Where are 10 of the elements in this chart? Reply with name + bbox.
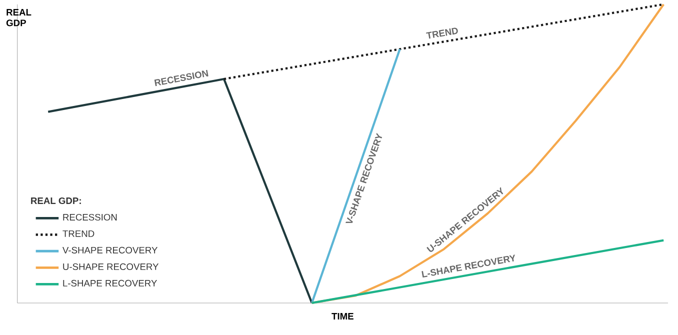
legend-label: RECESSION xyxy=(63,214,117,221)
legend-label: L-SHAPE RECOVERY xyxy=(63,280,157,287)
text: L-SHAPE RECOVERY xyxy=(422,254,515,278)
legend-label: TREND xyxy=(62,230,94,237)
y-axis-title: REAL GDP xyxy=(6,9,32,26)
x-axis-title: TIME xyxy=(332,313,354,320)
legend-title: REAL GDP: xyxy=(31,197,81,204)
legend-label: U-SHAPE RECOVERY xyxy=(63,263,159,270)
legend-label: V-SHAPE RECOVERY xyxy=(62,246,158,254)
text: TREND xyxy=(426,28,458,39)
